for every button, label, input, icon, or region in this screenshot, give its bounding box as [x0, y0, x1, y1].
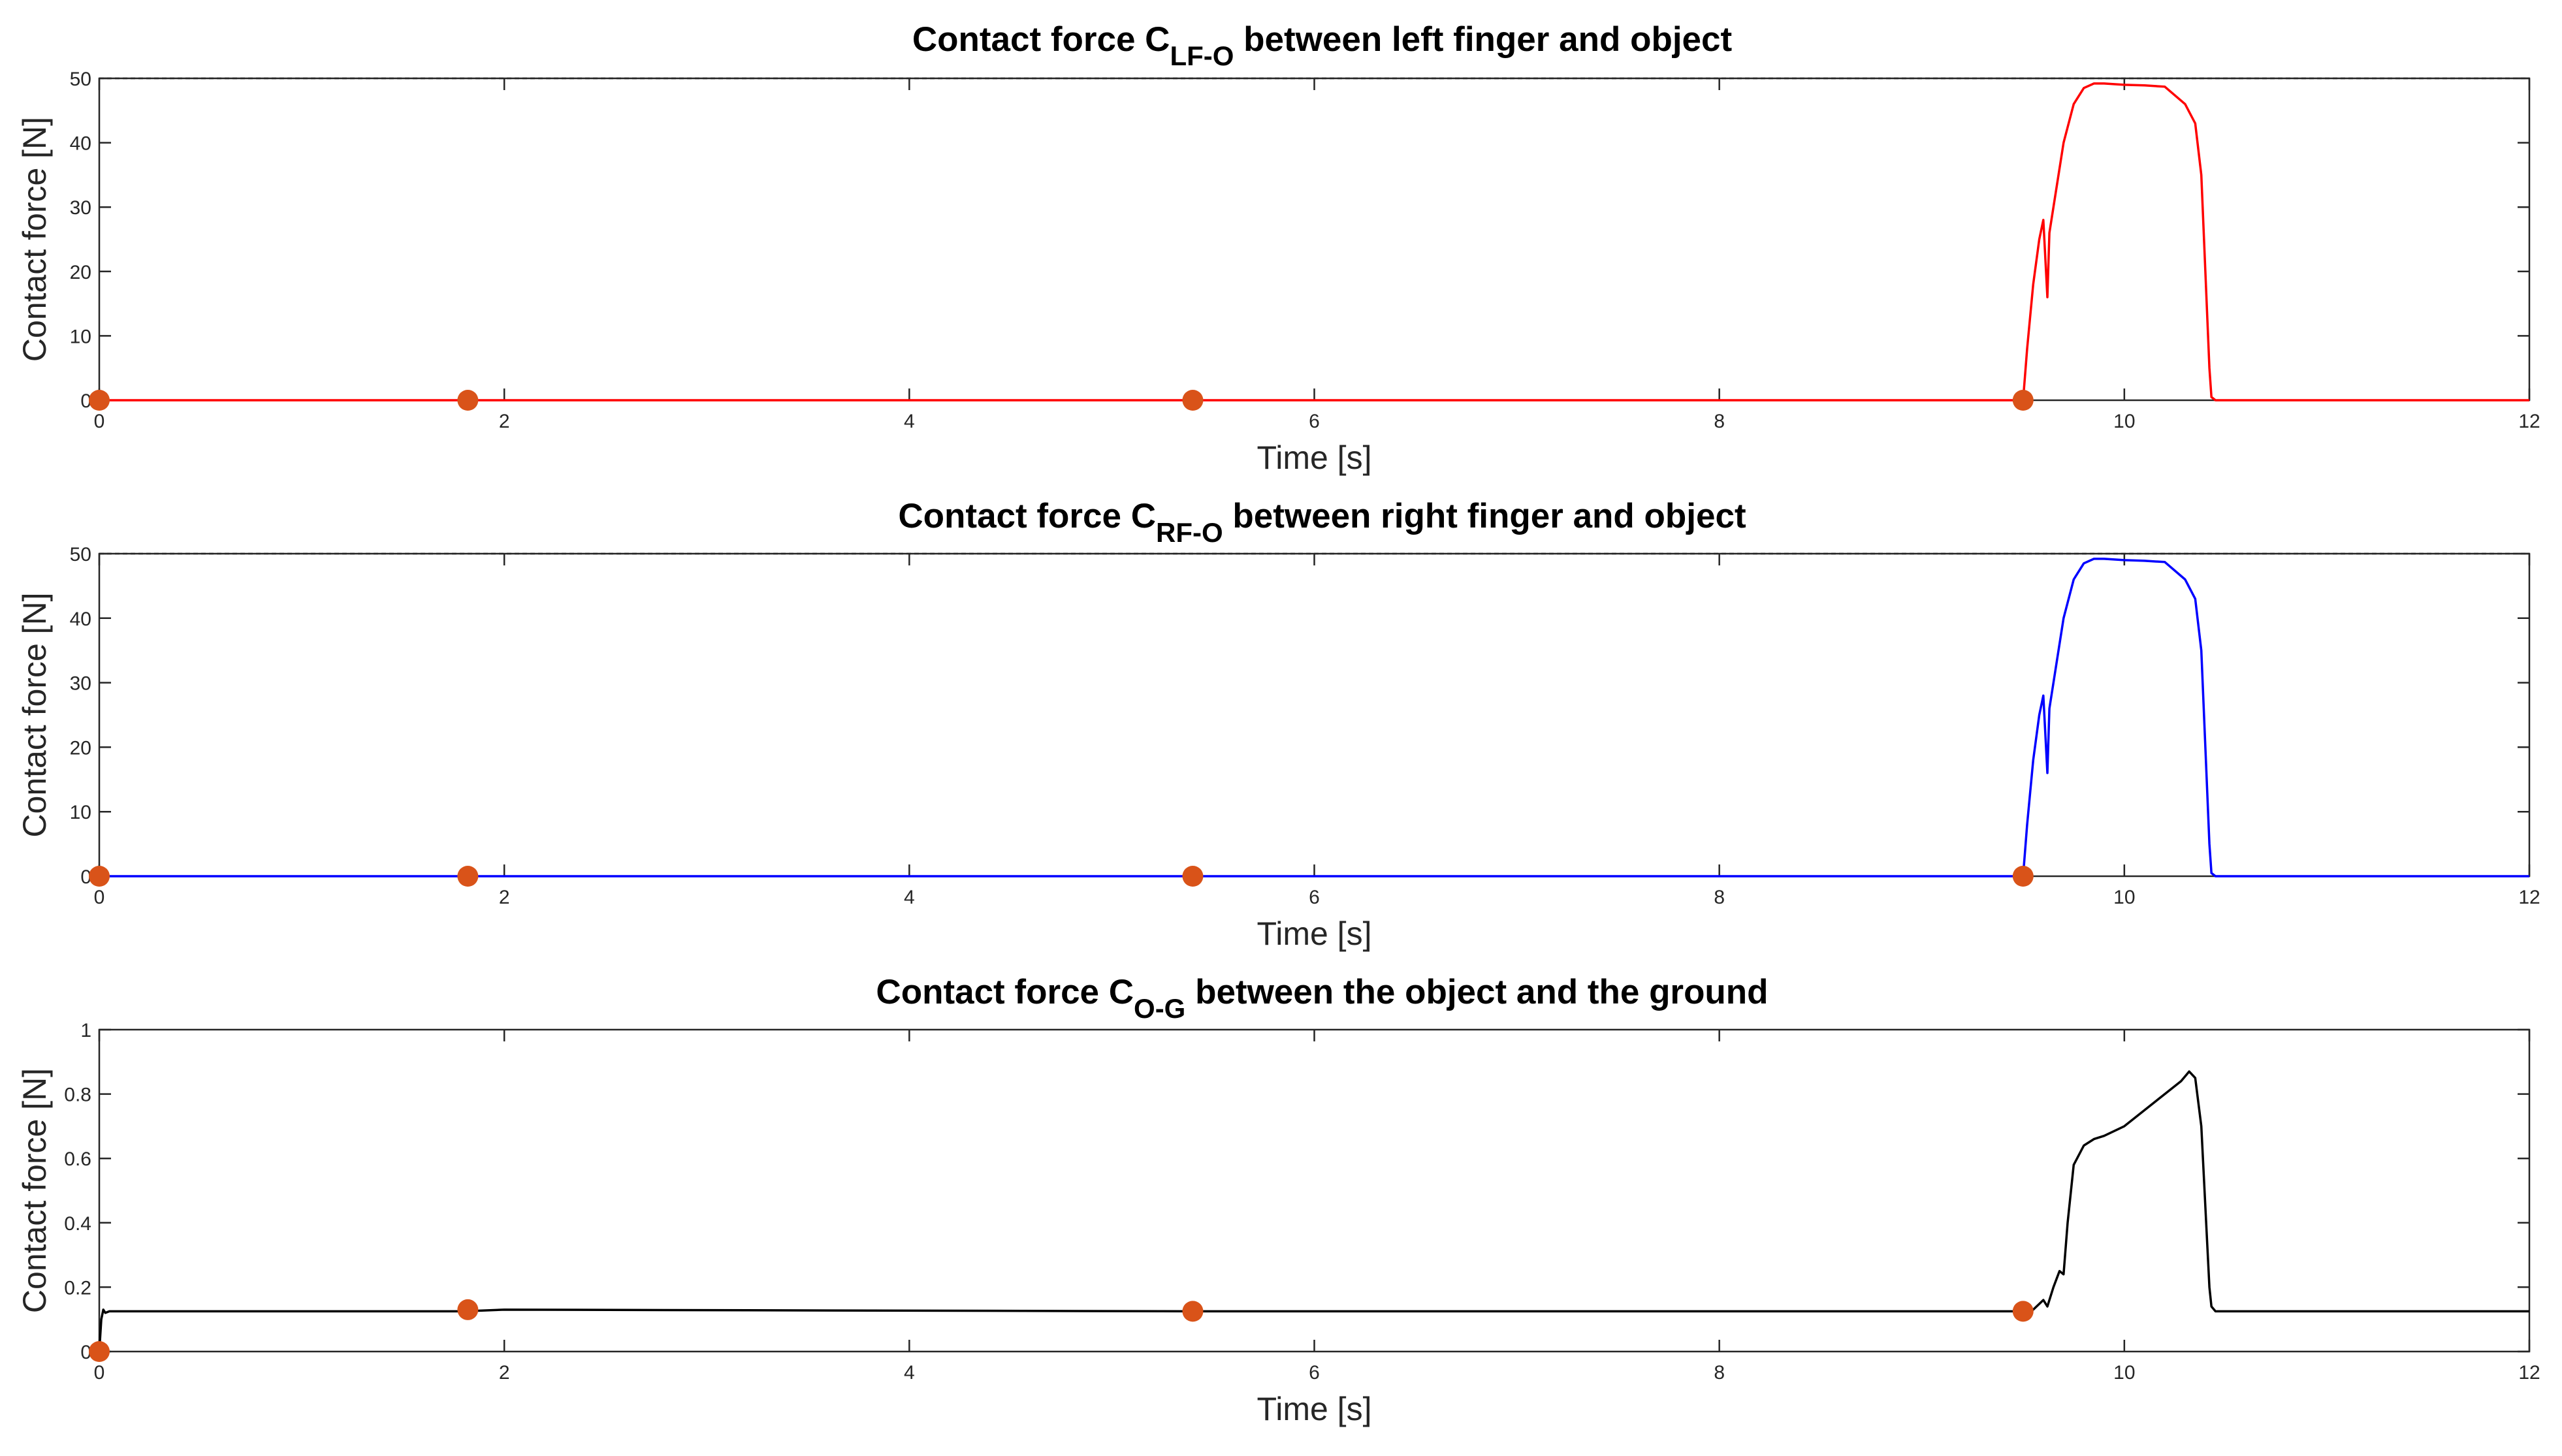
event-marker	[2012, 866, 2034, 887]
y-tick-label: 20	[70, 262, 91, 283]
chart-title: Contact force CO-G between the object an…	[876, 973, 1768, 1024]
x-axis-label: Time [s]	[1257, 1391, 1372, 1427]
x-tick-label: 6	[1309, 887, 1320, 908]
x-tick-label: 4	[904, 887, 915, 908]
chart-title-main: Contact force C	[912, 20, 1170, 59]
event-marker	[1182, 390, 1204, 411]
x-tick-label: 2	[499, 1362, 510, 1384]
x-tick-label: 10	[2113, 887, 2135, 908]
x-tick-label: 8	[1714, 887, 1725, 908]
x-axis-label: Time [s]	[1257, 439, 1372, 476]
x-tick-label: 0	[94, 411, 105, 432]
y-tick-label: 30	[70, 673, 91, 695]
chart-title-main: Contact force C	[898, 497, 1156, 535]
plot-area	[98, 552, 2531, 878]
y-axis-label: Contact force [N]	[16, 1068, 53, 1313]
x-tick-label: 10	[2113, 411, 2135, 432]
chart-title-subscript: LF-O	[1170, 40, 1234, 71]
y-tick-label: 0.8	[64, 1084, 91, 1106]
plot-area	[98, 77, 2531, 402]
y-tick-label: 30	[70, 197, 91, 219]
event-marker	[89, 866, 110, 887]
y-tick-label: 0.2	[64, 1277, 91, 1299]
y-tick-label: 40	[70, 133, 91, 155]
x-tick-label: 0	[94, 887, 105, 908]
y-axis-label: Contact force [N]	[16, 117, 53, 362]
y-tick-label: 40	[70, 609, 91, 630]
series-line-1	[99, 82, 2529, 402]
series-line-1	[99, 558, 2529, 878]
x-tick-label: 12	[2518, 411, 2540, 432]
y-tick-label: 0	[80, 866, 91, 888]
y-tick-label: 0	[80, 390, 91, 412]
event-marker	[2012, 1301, 2034, 1322]
x-tick-label: 2	[499, 411, 510, 432]
x-tick-label: 6	[1309, 411, 1320, 432]
event-marker	[89, 390, 110, 411]
chart-panel-1: 0 2 4 6 8 10 12 0 10 20 30 40 50 Contact force CLF-O …	[16, 20, 2540, 476]
y-tick-label: 20	[70, 737, 91, 759]
y-axis-label: Contact force [N]	[16, 592, 53, 837]
x-tick-label: 8	[1714, 1362, 1725, 1384]
chart-title-rest: between right finger and object	[1223, 497, 1746, 535]
x-tick-label: 2	[499, 887, 510, 908]
chart-title-subscript: RF-O	[1156, 517, 1223, 548]
event-marker	[1182, 1301, 1204, 1322]
x-axis-label: Time [s]	[1257, 915, 1372, 952]
x-tick-label: 12	[2518, 887, 2540, 908]
x-tick-label: 8	[1714, 411, 1725, 432]
event-marker	[457, 1299, 479, 1320]
chart-title-main: Contact force C	[876, 973, 1134, 1011]
chart-title: Contact force CLF-O between left finger …	[912, 20, 1732, 71]
chart-title-rest: between left finger and object	[1234, 20, 1732, 59]
x-tick-label: 0	[94, 1362, 105, 1384]
event-marker	[457, 390, 479, 411]
chart-title-subscript: O-G	[1134, 993, 1185, 1024]
y-tick-label: 0.6	[64, 1148, 91, 1170]
y-tick-label: 0	[80, 1342, 91, 1363]
x-tick-label: 4	[904, 411, 915, 432]
y-tick-label: 10	[70, 802, 91, 823]
event-marker	[89, 1341, 110, 1362]
y-tick-label: 10	[70, 326, 91, 347]
x-tick-label: 12	[2518, 1362, 2540, 1384]
x-tick-label: 4	[904, 1362, 915, 1384]
y-tick-label: 1	[80, 1020, 91, 1041]
x-tick-label: 6	[1309, 1362, 1320, 1384]
chart-title-rest: between the object and the ground	[1185, 973, 1768, 1011]
chart-panel-3: 0 2 4 6 8 10 12 0 0.2 0.4 0.6 0.8 1 Contact force CO-…	[16, 973, 2540, 1427]
event-marker	[1182, 866, 1204, 887]
y-tick-label: 50	[70, 69, 91, 90]
y-tick-label: 50	[70, 544, 91, 565]
y-tick-label: 0.4	[64, 1213, 91, 1235]
plot-area	[98, 1028, 2531, 1353]
x-tick-label: 10	[2113, 1362, 2135, 1384]
chart-panel-2: 0 2 4 6 8 10 12 0 10 20 30 40 50 Contact force CRF-O …	[16, 497, 2540, 952]
event-marker	[2012, 390, 2034, 411]
chart-title: Contact force CRF-O between right finger…	[898, 497, 1746, 548]
event-marker	[457, 866, 479, 887]
